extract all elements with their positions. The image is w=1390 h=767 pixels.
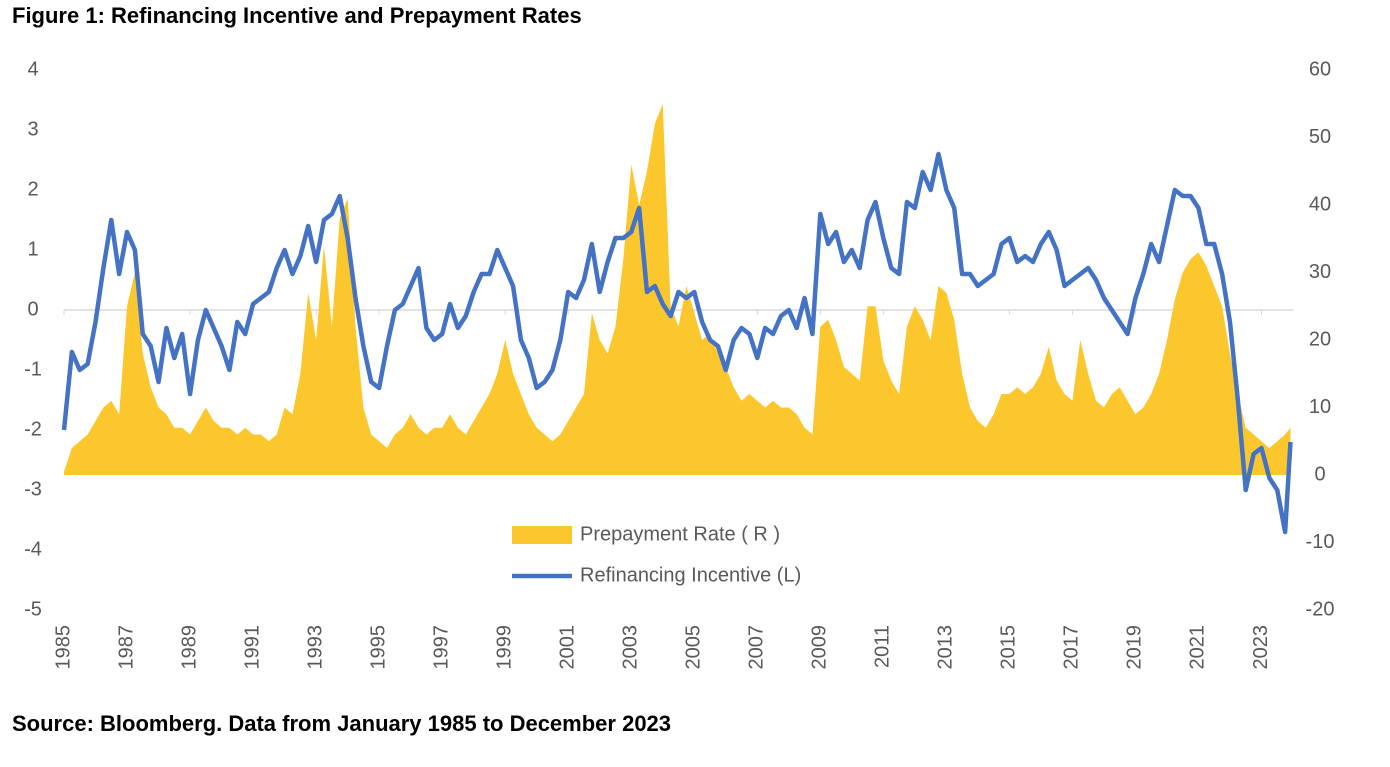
y2-tick-label: 10 [1309,396,1331,418]
chart-title: Figure 1: Refinancing Incentive and Prep… [12,3,582,28]
x-tick-label: 2011 [872,625,894,668]
y2-tick-label: 30 [1309,261,1331,283]
x-tick-label: 1985 [52,625,74,670]
y2-tick-label: 60 [1309,58,1331,80]
y-tick-label: 0 [27,298,38,320]
y-tick-label: 3 [27,118,38,140]
y-tick-label: -3 [24,478,42,500]
y-tick-label: -2 [24,418,42,440]
x-tick-label: 1997 [430,625,452,670]
x-tick-label: 2021 [1187,625,1209,670]
x-tick-label: 2013 [935,625,957,670]
x-tick-label: 1993 [304,625,326,670]
x-tick-label: 2005 [683,625,705,670]
source-note: Source: Bloomberg. Data from January 198… [12,711,671,736]
y2-tick-label: -10 [1306,531,1335,553]
y2-tick-label: 50 [1309,126,1331,148]
x-tick-label: 1991 [241,625,263,670]
x-tick-label: 2023 [1250,625,1272,670]
prepayment-area [64,103,1291,475]
y-tick-label: 1 [27,238,38,260]
y2-tick-label: 20 [1309,328,1331,350]
y-tick-label: 2 [27,178,38,200]
y2-tick-label: 40 [1309,193,1331,215]
x-tick-label: 2007 [746,625,768,670]
y2-tick-label: 0 [1314,463,1325,485]
incentive-line [61,151,1293,535]
y2-tick-label: -20 [1306,598,1335,620]
legend-swatch [512,526,572,544]
x-tick-label: 2019 [1124,625,1146,670]
x-tick-label: 1999 [493,625,515,670]
y-tick-label: 4 [27,58,38,80]
legend-label: Refinancing Incentive (L) [580,564,801,586]
x-tick-label: 1987 [115,625,137,670]
y-tick-label: -4 [24,538,42,560]
x-tick-label: 2017 [1061,625,1083,670]
x-tick-label: 1989 [178,625,200,670]
x-tick-label: 2003 [620,625,642,670]
y-tick-label: -1 [24,358,42,380]
x-tick-label: 2001 [556,625,578,670]
legend-label: Prepayment Rate ( R ) [580,523,780,545]
x-tick-label: 2009 [809,625,831,670]
x-tick-label: 2015 [998,625,1020,670]
x-tick-label: 1995 [367,625,389,670]
y-tick-label: -5 [24,598,42,620]
